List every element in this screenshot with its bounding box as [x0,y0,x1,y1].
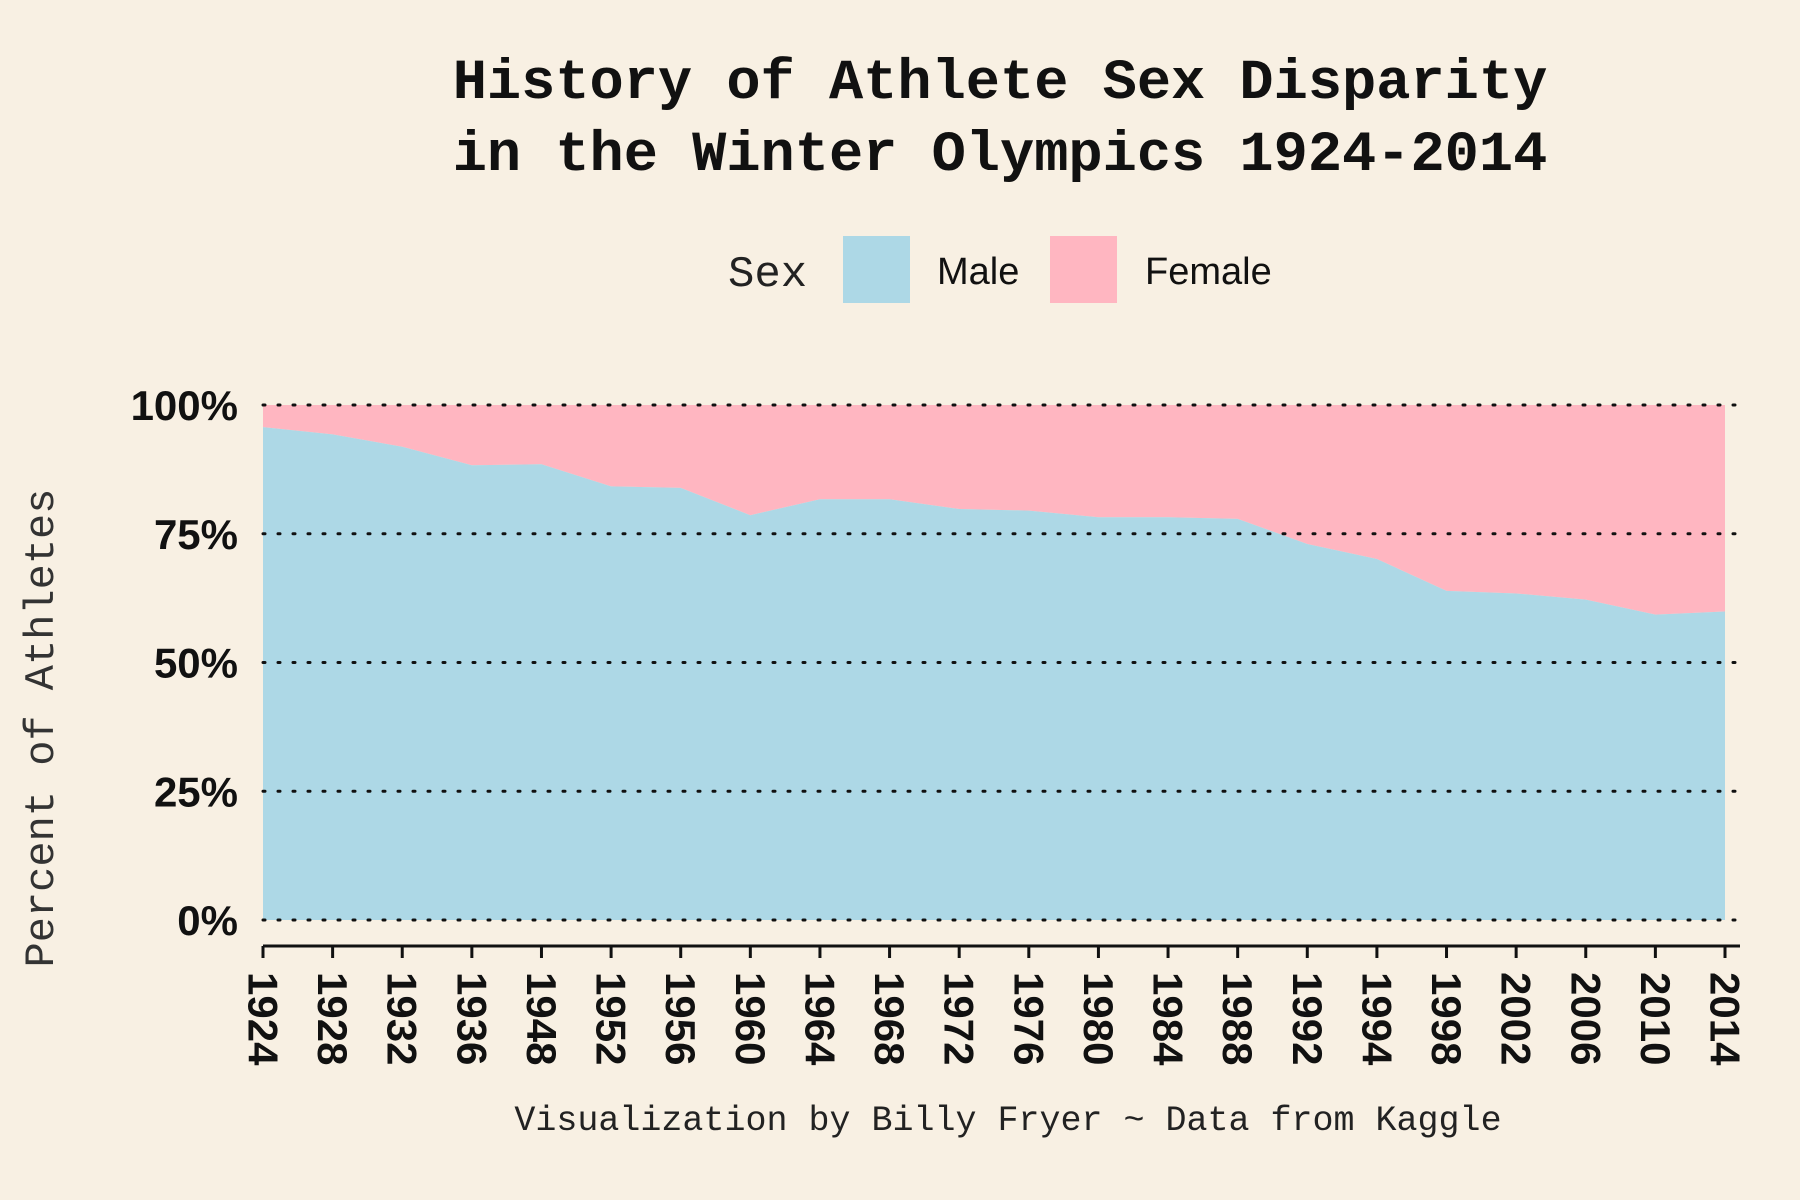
x-tick-label: 1992 [1284,972,1331,1065]
legend-label-male: Male [937,251,1019,293]
grid-lines [261,403,1742,922]
x-tick-label: 1980 [1075,972,1122,1065]
x-tick-label: 1952 [588,972,635,1065]
x-axis: 1924 1928 1932 1936 1948 1952 1956 1960 1964 1968… [240,944,1749,1066]
legend: Sex Male Female [728,236,1272,303]
x-tick-label: 1956 [657,972,704,1065]
x-tick-label: 1936 [448,972,495,1065]
x-tick-label: 1988 [1214,972,1261,1065]
plot-areas [263,405,1725,920]
x-tick-label: 1932 [379,972,426,1065]
x-tick-label: 1972 [936,972,983,1065]
chart-title-line2: in the Winter Olympics 1924-2014 [453,124,1548,188]
x-tick-label: 1964 [796,972,843,1066]
x-tick-label: 2002 [1493,972,1540,1065]
chart-caption: Visualization by Billy Fryer ~ Data from… [514,1101,1501,1141]
x-tick-label: 1924 [240,972,287,1066]
x-tick-label: 1984 [1145,972,1192,1066]
y-tick-label: 100% [131,382,238,429]
x-tick-label: 1976 [1005,972,1052,1065]
legend-swatch-male [843,236,910,303]
x-tick-label: 1928 [309,972,356,1065]
y-tick-label: 75% [154,511,238,558]
x-tick-label: 2014 [1702,972,1749,1066]
x-tick-label: 1968 [866,972,913,1065]
x-tick-label: 1994 [1353,972,1400,1066]
area-female [263,405,1725,615]
legend-label-female: Female [1145,251,1272,293]
x-tick-label: 1948 [518,972,565,1065]
legend-title: Sex [728,250,807,300]
y-tick-label: 0% [177,897,238,944]
y-axis-label: Percent of Athletes [18,489,66,968]
x-tick-label: 2010 [1632,972,1679,1065]
y-axis: 0% 25% 50% 75% 100% [131,382,238,944]
x-tick-label: 1960 [727,972,774,1065]
x-tick-label: 1998 [1423,972,1470,1065]
y-tick-label: 50% [154,640,238,687]
chart-title-line1: History of Athlete Sex Disparity [453,52,1548,116]
legend-swatch-female [1050,236,1117,303]
area-male [263,427,1725,920]
x-tick-label: 2006 [1562,972,1609,1065]
y-tick-label: 25% [154,768,238,815]
